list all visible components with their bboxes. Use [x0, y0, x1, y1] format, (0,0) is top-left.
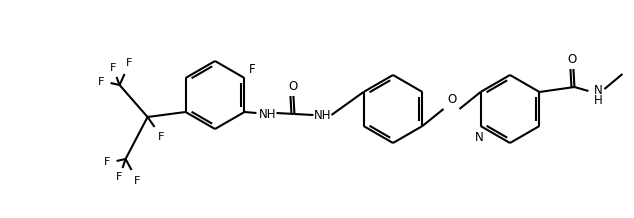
Text: NH: NH	[314, 109, 331, 121]
Text: N: N	[594, 83, 603, 97]
Text: F: F	[117, 172, 123, 182]
Text: H: H	[594, 94, 603, 107]
Text: F: F	[158, 132, 165, 142]
Text: O: O	[289, 80, 298, 92]
Text: F: F	[110, 63, 117, 73]
Text: F: F	[134, 176, 141, 186]
Text: F: F	[105, 157, 111, 167]
Text: F: F	[249, 63, 256, 75]
Text: NH: NH	[259, 107, 276, 121]
Text: O: O	[447, 92, 456, 106]
Text: F: F	[126, 58, 133, 68]
Text: O: O	[568, 53, 577, 65]
Text: F: F	[98, 77, 105, 87]
Text: N: N	[475, 131, 484, 143]
